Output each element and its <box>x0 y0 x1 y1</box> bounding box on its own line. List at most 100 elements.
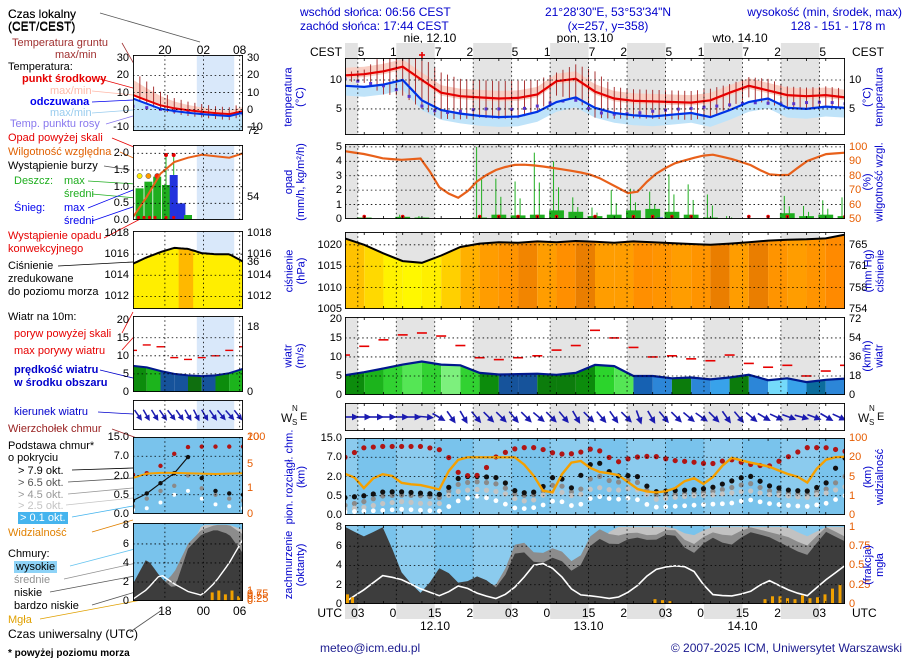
precip-tick-l-2: 3 <box>335 169 342 182</box>
precip-tick-r-3: 70 <box>849 184 862 197</box>
mini-wind-tick-l-4: 0 <box>122 386 129 398</box>
compass-right-cw: W <box>858 411 870 425</box>
sidebar-label-czas-lokalny: Czas lokalny <box>8 7 77 21</box>
sidebar-label-cisnienie-3: do poziomu morza <box>8 286 99 298</box>
mini-pressure-tick-l-0: 1018 <box>104 227 129 240</box>
cloud-base-tick-r-2: 5 <box>849 470 856 483</box>
bottom-hour-2: 15 <box>428 606 442 620</box>
bottom-hour-12: 03 <box>812 606 827 620</box>
precip-tick-r-0: 100 <box>849 140 868 153</box>
cloud-base-tick-l-1: 7.0 <box>326 451 342 464</box>
altitude-value: 128 - 151 - 178 m <box>790 19 886 33</box>
mini-pressure-tick-l-2: 1014 <box>104 269 129 282</box>
mini-cloud-base-tick-l-2: 2.0 <box>113 469 129 482</box>
axis-title-visibility-right-line2: widzialność <box>874 448 886 505</box>
sidebar-label-temperatura: Temperatura: <box>8 61 73 73</box>
altitude-label: wysokość (min, środek, max) <box>747 5 902 19</box>
cloudiness-tick-r-3: 0.25 <box>849 578 871 591</box>
day-label-2: wto, 14.10 <box>712 31 768 45</box>
sidebar-top-hour-2: 08 <box>233 43 247 57</box>
compass-right-cn: N <box>869 404 875 413</box>
precip-tick-r-5: 50 <box>849 213 862 225</box>
mini-wind-tick-r-4: 0 <box>247 386 254 398</box>
mini-temperature-tick-r-0: 30 <box>247 52 260 65</box>
wind-tick-r-3: 18 <box>849 369 862 382</box>
cloudiness-tick-r-4: 0 <box>849 598 856 610</box>
sidebar-label-cisnienie-2: zredukowane <box>8 273 74 285</box>
date-label-0: 12.10 <box>419 619 451 633</box>
precip-tick-r-2: 80 <box>849 169 862 182</box>
mini-pressure-tick-l-1: 1016 <box>104 248 129 261</box>
precip-tick-l-4: 1 <box>335 198 342 211</box>
mini-precip-tick-l-0: 2.0 <box>113 147 129 160</box>
mini-temperature-tick-r-4: -10 <box>247 120 263 133</box>
local-time-label: Czas lokalny <box>8 7 77 21</box>
mini-precip-tick-l-2: 1.0 <box>113 180 129 193</box>
mini-temperature-tick-l-1: 20 <box>116 69 129 82</box>
mini-cloud-base-tick-l-0: 15.0 <box>107 431 129 443</box>
compass-left-cs: S <box>292 418 298 427</box>
mini-wind-tick-l-1: 15 <box>116 331 129 344</box>
mini-cloudiness-tick-r-3: 0.25 <box>247 592 269 605</box>
cloudiness-tick-l-2: 4 <box>335 559 342 572</box>
mini-cloud-base-tick-r-1: 20 <box>247 431 260 443</box>
sunrise-text: wschód słońca: 06:56 CEST <box>300 5 451 19</box>
sidebar-bottom-hour-1: 00 <box>196 604 211 618</box>
sidebar-label-chmury: Chmury: <box>8 548 50 560</box>
sidebar-label-czas-utc: Czas uniwersalny (UTC) <box>8 627 139 641</box>
sidebar-label-odczuwana: odczuwana <box>30 96 90 108</box>
cloudiness-tick-r-2: 0.5 <box>849 559 865 572</box>
sidebar-label-opad-konw-1: Wystąpienie opadu <box>8 230 102 242</box>
mini-cloudiness-tick-r-1: 0.75 <box>247 587 269 600</box>
panel-wind <box>345 317 845 395</box>
mini-pressure-tick-r-2: 1014 <box>247 269 272 282</box>
cloud-base-tick-r-4: 0 <box>849 509 856 521</box>
axis-title-wind-right-line1: (km/h) <box>861 340 874 372</box>
mini-temperature-tick-r-3: 0 <box>247 103 254 116</box>
mini-pressure-tick-r-0: 1018 <box>247 227 272 240</box>
sidebar-label-podstawa-2: o pokryciu <box>8 452 59 464</box>
mini-cloud-base-tick-l-4: 0.0 <box>113 508 129 520</box>
sidebar-label-wilgotnosc: Wilgotność względna <box>8 146 112 158</box>
cloudiness-tick-l-0: 8 <box>335 520 342 533</box>
sidebar-label-burza: Wystąpienie burzy <box>8 160 98 172</box>
mini-cloudiness-tick-l-0: 8 <box>122 518 129 531</box>
sidebar-top-hour-0: 20 <box>158 43 172 57</box>
sidebar-label-punkt-srodkowy: punkt środkowy <box>22 73 107 85</box>
precip-tick-r-4: 60 <box>849 198 862 211</box>
cloud-base-tick-r-3: 1 <box>849 489 856 502</box>
local-time-zone: (CET/CEST) <box>8 20 76 34</box>
mini-cloud-base-tick-r-2: 5 <box>247 457 254 470</box>
sidebar-label-widzialnosc: Widzialność <box>8 527 67 539</box>
sidebar-label-mgla: Mgła <box>8 614 32 626</box>
top-hour-band-strip <box>345 43 820 58</box>
mini-cloudiness-tick-r-4: 0 <box>247 595 254 607</box>
cloudiness-tick-l-3: 2 <box>335 578 342 591</box>
precip-tick-l-3: 2 <box>335 184 342 197</box>
sidebar-label-okt-25: > 2.5 okt. <box>18 500 64 512</box>
wind-tick-l-0: 20 <box>329 312 342 325</box>
mini-precip-tick-l-4: 0.0 <box>113 214 129 226</box>
sidebar-bottom-hour-0: 18 <box>158 604 172 618</box>
mini-temperature-tick-l-0: 30 <box>116 52 129 65</box>
footer-email-link[interactable]: meteo@icm.edu.pl <box>320 641 421 655</box>
wind-tick-l-4: 0 <box>335 389 342 401</box>
date-label-2: 14.10 <box>727 619 758 633</box>
bottom-hour-8: 03 <box>658 606 673 620</box>
tz-bottom-left: UTC <box>317 606 342 620</box>
compass-right-cs: S <box>869 418 875 427</box>
cloudiness-tick-r-1: 0.75 <box>849 540 871 553</box>
mini-panel-wind <box>133 316 243 392</box>
cloud-base-tick-l-3: 0.5 <box>326 489 342 502</box>
sidebar-label-temperatura-gruntu: Temperatura gruntu <box>12 37 108 49</box>
day-label-1: pon, 13.10 <box>556 31 614 45</box>
precip-tick-l-0: 5 <box>335 140 342 153</box>
temperature-tick-l-0: 10 <box>329 74 342 86</box>
pressure-tick-r-2: 758 <box>849 281 868 294</box>
cloudiness-tick-l-4: 0 <box>335 598 342 610</box>
cloud-base-tick-l-0: 15.0 <box>320 432 342 444</box>
pressure-tick-r-3: 754 <box>849 303 868 315</box>
